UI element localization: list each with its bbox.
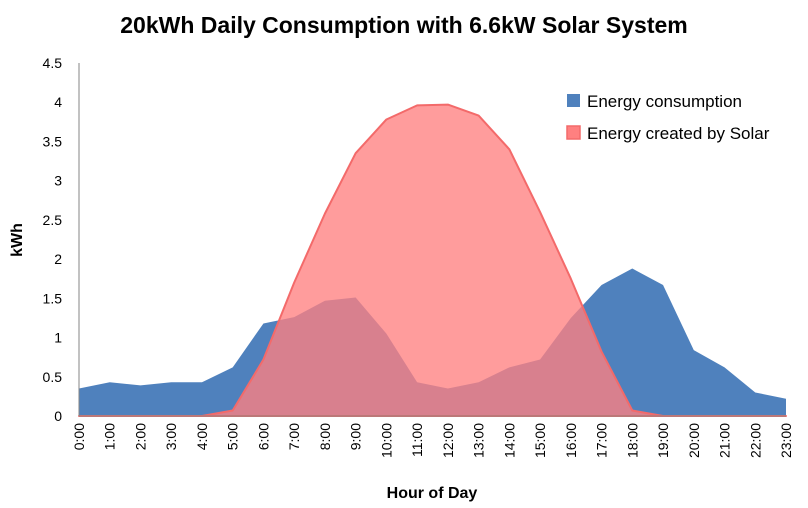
x-tick-label: 14:00 — [501, 423, 517, 458]
legend-label-solar: Energy created by Solar — [587, 124, 770, 143]
legend-label-consumption: Energy consumption — [587, 92, 742, 111]
y-tick-label: 4 — [54, 94, 62, 110]
y-tick-labels: 0 0.5 1 1.5 2 2.5 3 3.5 4 4.5 — [43, 55, 63, 424]
x-tick-label: 3:00 — [163, 423, 179, 450]
y-tick-label: 1.5 — [43, 290, 63, 306]
x-tick-label: 6:00 — [255, 423, 271, 450]
y-tick-label: 0.5 — [43, 369, 63, 385]
y-tick-label: 2 — [54, 251, 62, 267]
y-tick-label: 3 — [54, 173, 62, 189]
y-tick-label: 2.5 — [43, 212, 63, 228]
x-tick-label: 23:00 — [778, 423, 794, 458]
x-tick-label: 15:00 — [532, 423, 548, 458]
legend-swatch-consumption — [567, 94, 580, 107]
x-tick-label: 17:00 — [594, 423, 610, 458]
legend-swatch-solar — [566, 125, 581, 140]
x-tick-label: 1:00 — [102, 423, 118, 450]
x-tick-label: 19:00 — [655, 423, 671, 458]
legend: Energy consumption Energy created by Sol… — [566, 92, 770, 143]
x-tick-label: 9:00 — [348, 423, 364, 450]
x-tick-label: 20:00 — [686, 423, 702, 458]
x-tick-label: 12:00 — [440, 423, 456, 458]
x-tick-labels: 0:00 1:00 2:00 3:00 4:00 5:00 6:00 7:00 8:00 9:00… — [71, 423, 794, 458]
y-tick-label: 0 — [54, 408, 62, 424]
x-tick-label: 16:00 — [563, 423, 579, 458]
x-tick-label: 11:00 — [409, 423, 425, 457]
x-tick-label: 2:00 — [132, 423, 148, 450]
x-tick-label: 7:00 — [286, 423, 302, 450]
x-axis-title: Hour of Day — [387, 485, 478, 502]
x-tick-label: 0:00 — [71, 423, 87, 450]
x-tick-label: 18:00 — [624, 423, 640, 458]
y-axis-title: kWh — [9, 223, 26, 257]
x-tick-label: 21:00 — [717, 423, 733, 458]
x-tick-label: 4:00 — [194, 423, 210, 450]
x-tick-label: 5:00 — [225, 423, 241, 450]
x-tick-label: 10:00 — [378, 423, 394, 458]
x-tick-label: 8:00 — [317, 423, 333, 450]
y-tick-label: 1 — [54, 330, 62, 346]
x-tick-label: 13:00 — [471, 423, 487, 458]
series-layer — [78, 103, 787, 417]
x-tick-label: 22:00 — [747, 423, 763, 458]
chart-title: 20kWh Daily Consumption with 6.6kW Solar… — [120, 12, 688, 38]
y-tick-label: 3.5 — [43, 133, 63, 149]
y-tick-label: 4.5 — [43, 55, 63, 71]
